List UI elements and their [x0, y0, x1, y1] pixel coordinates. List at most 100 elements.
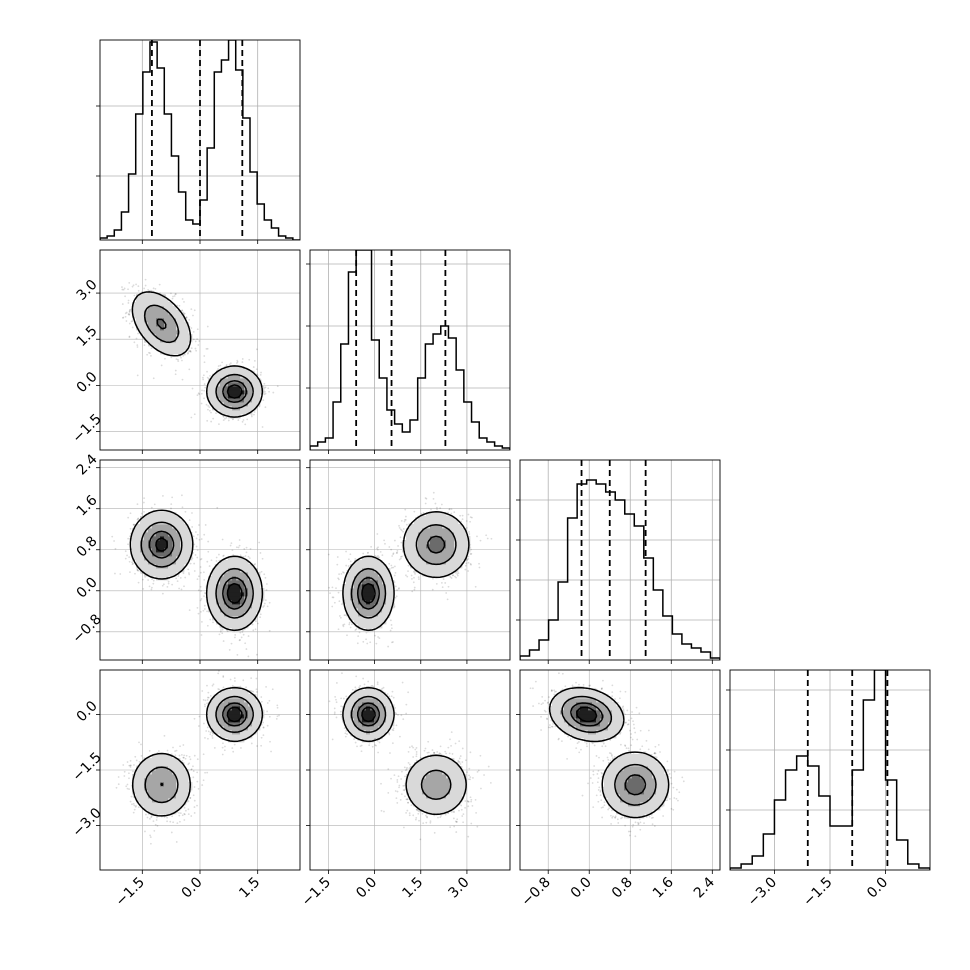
density-cell [144, 318, 149, 323]
density-cell [156, 298, 161, 303]
scatter-point [127, 543, 129, 546]
scatter-point [181, 359, 183, 362]
density-cell [232, 608, 237, 613]
density-cell [160, 512, 165, 517]
density-cell [176, 318, 181, 323]
density-cell [248, 402, 253, 407]
density-cell [244, 410, 249, 415]
density-cell [240, 386, 245, 391]
density-cell [236, 620, 241, 625]
scatter-point [128, 322, 131, 325]
density-cell [252, 592, 257, 597]
panel-content [310, 460, 510, 660]
scatter-point [399, 557, 402, 560]
scatter-point [193, 413, 196, 416]
density-cell [232, 592, 237, 597]
density-cell [240, 596, 245, 601]
y-tick-label: 1.5 [74, 323, 101, 350]
scatter-point [217, 365, 220, 367]
density-cell [236, 608, 241, 613]
scatter-point [208, 406, 211, 409]
scatter-point [136, 344, 139, 346]
density-cell [240, 564, 245, 569]
scatter-point [184, 510, 187, 513]
scatter-point [234, 636, 236, 639]
density-cell [236, 386, 241, 391]
density-cell [144, 540, 149, 545]
scatter-point [177, 575, 180, 578]
scatter-point [252, 366, 255, 368]
scatter-point [147, 351, 150, 354]
density-cell [144, 302, 149, 307]
density-cell [152, 302, 157, 307]
density-cell [148, 568, 153, 573]
scatter-point [265, 589, 268, 591]
scatter-point [135, 283, 137, 286]
density-cell [164, 326, 169, 331]
scatter-point [222, 419, 225, 422]
density-cell [144, 548, 149, 553]
density-cell [224, 564, 229, 569]
scatter-point [196, 328, 199, 331]
density-cell [176, 548, 181, 553]
density-cell [244, 382, 249, 387]
density-cell [252, 604, 257, 609]
scatter-point [198, 340, 201, 342]
density-cell [180, 520, 185, 525]
density-cell [224, 572, 229, 577]
scatter-point [447, 585, 450, 588]
density-cell [252, 406, 257, 411]
scatter-point [137, 518, 139, 520]
scatter-point [402, 528, 405, 530]
scatter-point [449, 576, 452, 578]
scatter-point [121, 288, 124, 291]
scatter-point [241, 631, 244, 633]
scatter-point [193, 543, 196, 546]
y-tick-label: 3.0 [74, 277, 101, 304]
density-cell [168, 346, 173, 351]
scatter-point [128, 336, 131, 339]
scatter-point [234, 634, 237, 636]
scatter-point [188, 609, 191, 612]
density-cell [216, 564, 221, 569]
scatter-point [144, 278, 147, 281]
density-cell [140, 306, 145, 311]
density-cell [240, 616, 245, 621]
density-cell [248, 394, 253, 399]
panel-content [100, 250, 300, 450]
scatter-point [394, 585, 397, 588]
scatter-point [469, 516, 472, 518]
scatter-point [250, 415, 253, 418]
scatter-point [134, 572, 136, 575]
density-cell [232, 580, 237, 585]
density-cell [144, 298, 149, 303]
density-cell [132, 528, 137, 533]
density-cell [212, 600, 217, 605]
density-cell [140, 544, 145, 549]
contour-line [156, 318, 248, 404]
scatter-point [124, 315, 127, 318]
density-cell [220, 560, 225, 565]
density-cell [176, 310, 181, 315]
scatter-point [238, 539, 241, 541]
density-cell [188, 536, 193, 541]
density-cell [144, 536, 149, 541]
density-cell [184, 556, 189, 561]
scatter-point [405, 574, 407, 577]
density-cell [220, 374, 225, 379]
density-cell [176, 350, 181, 355]
density-cell [152, 318, 157, 323]
density-cell [236, 374, 241, 379]
density-cell [248, 406, 253, 411]
scatter-point [254, 628, 257, 631]
density-cell [212, 576, 217, 581]
density-cell [176, 540, 181, 545]
scatter-point [263, 604, 265, 607]
density-cell [240, 410, 245, 415]
scatter-point [162, 583, 165, 586]
scatter-point [430, 508, 432, 511]
scatter-point [450, 508, 453, 511]
density-cell [152, 572, 157, 577]
scatter-point [250, 414, 253, 416]
density-cell [136, 298, 141, 303]
